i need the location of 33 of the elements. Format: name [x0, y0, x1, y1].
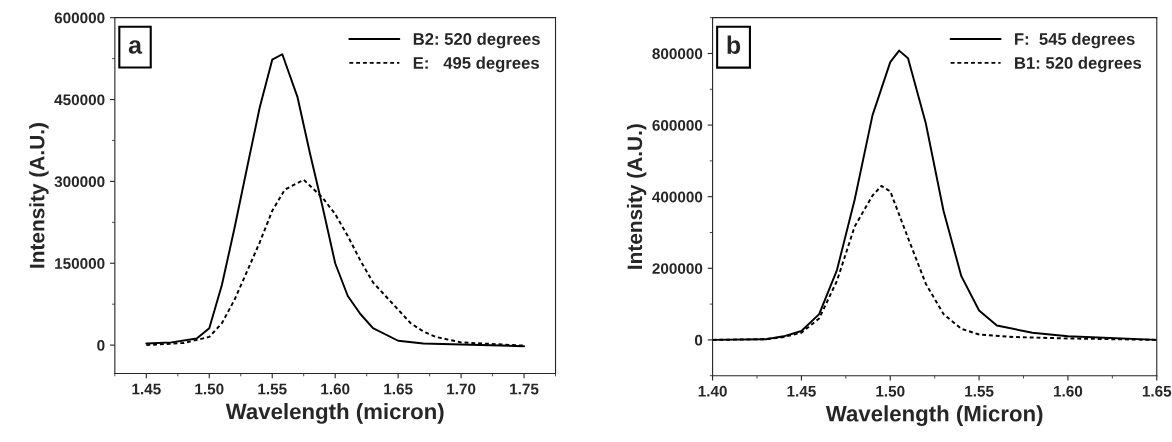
x-tick-label: 1.65 — [1142, 385, 1172, 397]
y-tick-label: 800000 — [652, 48, 703, 60]
legend-label: B1: 520 degrees — [1015, 56, 1142, 73]
x-tick-label: 1.40 — [698, 385, 727, 397]
y-tick-label: 450000 — [54, 94, 105, 106]
x-tick-label: 1.60 — [321, 383, 350, 395]
legend-label: E: 495 degrees — [413, 56, 539, 73]
x-tick-label: 1.65 — [384, 383, 413, 395]
y-axis-title: Intensity (A.U.) — [626, 124, 647, 269]
legend-label: F: 545 degrees — [1015, 32, 1135, 49]
annotation: a — [128, 40, 143, 54]
x-tick-label: 1.70 — [447, 383, 476, 395]
x-tick-label: 1.50 — [195, 383, 224, 395]
y-tick-label: 0 — [97, 339, 105, 351]
x-axis-title: Wavelength (micron) — [225, 403, 444, 424]
y-tick-label: 600000 — [54, 12, 105, 24]
x-tick-label: 1.45 — [787, 385, 816, 397]
x-tick-label: 1.60 — [1054, 385, 1083, 397]
y-tick-label: 0 — [694, 334, 703, 346]
legend-label: B2: 520 degrees — [413, 32, 540, 49]
x-tick-label: 1.50 — [876, 385, 905, 397]
x-axis-title: Wavelength (Micron) — [825, 405, 1043, 427]
x-tick-label: 1.45 — [132, 383, 161, 395]
y-axis-title: Intensity (A.U.) — [29, 123, 49, 268]
y-tick-label: 300000 — [54, 176, 105, 188]
y-tick-label: 150000 — [55, 258, 105, 269]
x-tick-label: 1.55 — [258, 383, 287, 395]
annotation: b — [727, 35, 741, 54]
x-tick-label: 1.75 — [510, 383, 539, 395]
y-tick-label: 600000 — [652, 119, 703, 131]
y-tick-label: 200000 — [652, 263, 703, 274]
y-tick-label: 400000 — [652, 191, 703, 203]
x-tick-label: 1.55 — [965, 385, 994, 397]
